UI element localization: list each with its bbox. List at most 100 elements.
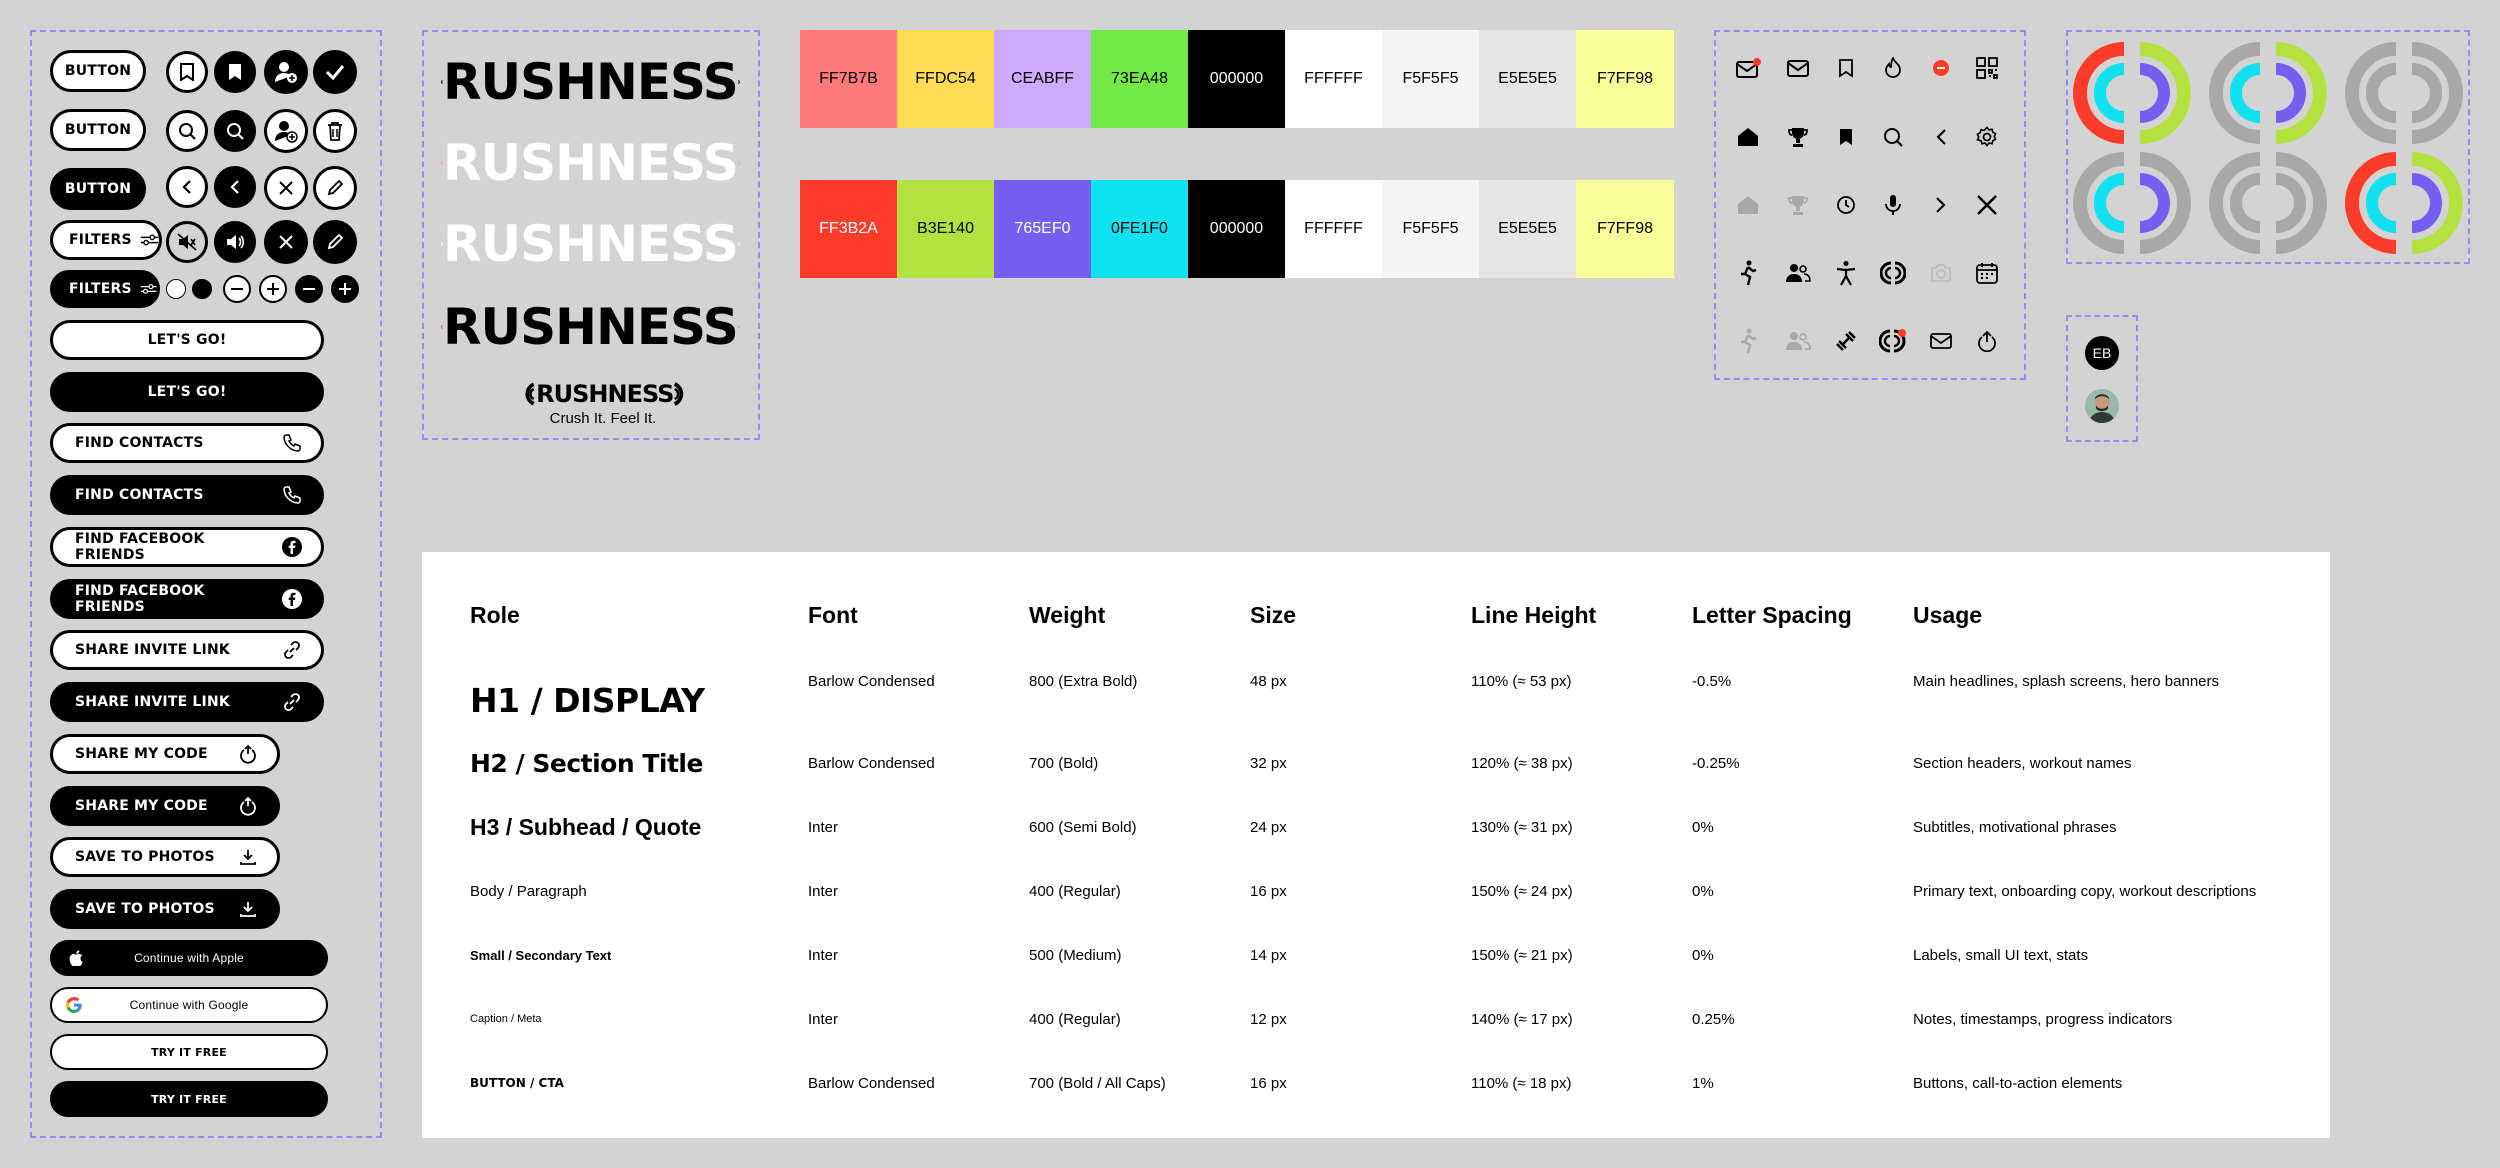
size-cell: 48 px (1250, 673, 1287, 690)
table-row: BUTTON / CTA Barlow Condensed 700 (Bold … (470, 1051, 2313, 1115)
check-button[interactable] (313, 50, 357, 94)
delete-button[interactable] (313, 109, 357, 153)
back-button[interactable] (166, 166, 208, 208)
share-code-button[interactable]: SHARE MY CODE (50, 734, 280, 774)
phone-icon (283, 486, 301, 504)
bookmark-filled-button[interactable] (214, 51, 256, 93)
qr-code-icon (1970, 51, 2004, 85)
search-icon (227, 123, 244, 140)
col-weight: Weight (1029, 601, 1106, 628)
swatch-f7ff98: F7FF98 (1576, 30, 1674, 128)
save-photos-button[interactable]: SAVE TO PHOTOS (50, 837, 280, 877)
swatch-ceabff: CEABFF (994, 30, 1091, 128)
try-free-button-dark[interactable]: TRY IT FREE (50, 1081, 328, 1117)
filters-button-dark[interactable]: FILTERS (50, 270, 160, 308)
plus-button[interactable] (259, 275, 287, 303)
add-user-button[interactable] (264, 50, 308, 94)
add-user-button-outline[interactable] (264, 109, 308, 153)
plus-button-dark[interactable] (331, 275, 359, 303)
radio-unselected[interactable] (166, 279, 186, 299)
search-button[interactable] (166, 110, 208, 152)
share-invite-button-dark[interactable]: SHARE INVITE LINK (50, 682, 324, 722)
mail-icon (1781, 51, 1815, 85)
clock-icon (1829, 188, 1863, 222)
facebook-icon (282, 537, 302, 557)
usage-cell: Buttons, call-to-action elements (1913, 1074, 2123, 1092)
search-button-dark[interactable] (214, 110, 256, 152)
usage-cell: Primary text, onboarding copy, workout d… (1913, 882, 2257, 900)
minus-button[interactable] (223, 275, 251, 303)
button-black[interactable]: BUTTON (50, 168, 146, 210)
logo-black: RUSHNESS (440, 50, 740, 114)
download-icon (240, 850, 256, 865)
col-font: Font (808, 601, 858, 628)
edit-button-dark[interactable] (313, 220, 357, 264)
users-disabled-icon (1781, 324, 1815, 358)
line-height-cell: 130% (≈ 31 px) (1471, 818, 1573, 836)
role-sample: H3 / Subhead / Quote (470, 813, 702, 840)
find-facebook-button-dark[interactable]: FIND FACEBOOK FRIENDS (50, 579, 324, 619)
phone-icon (283, 434, 301, 452)
back-button-dark[interactable] (214, 166, 256, 208)
continue-apple-button[interactable]: Continue with Apple (50, 940, 328, 976)
calendar-icon (1970, 256, 2004, 290)
swatch-000000: 000000 (1188, 30, 1285, 128)
check-icon (325, 65, 345, 80)
logo-d-mark-icon (737, 241, 740, 247)
try-free-button[interactable]: TRY IT FREE (50, 1034, 328, 1070)
save-photos-button-dark[interactable]: SAVE TO PHOTOS (50, 889, 280, 929)
close-icon (279, 235, 293, 249)
trophy-disabled-icon (1781, 188, 1815, 222)
close-button[interactable] (264, 166, 308, 210)
logo-white: RUSHNESS (440, 212, 740, 276)
speaker-icon (227, 235, 245, 249)
swatch-765ef0: 765EF0 (994, 180, 1091, 278)
find-facebook-button[interactable]: FIND FACEBOOK FRIENDS (50, 527, 324, 567)
col-line-height: Line Height (1471, 601, 1597, 628)
avatar-initials[interactable]: EB (2085, 336, 2119, 370)
logo-d-mark-icon (674, 382, 684, 406)
share-invite-button[interactable]: SHARE INVITE LINK (50, 630, 324, 670)
letter-spacing-cell: 0% (1692, 882, 1714, 900)
logo-tagline: Crush It. Feel It. (549, 410, 657, 427)
size-cell: 16 px (1250, 1074, 1287, 1092)
weight-cell: 600 (Semi Bold) (1029, 818, 1137, 836)
share-icon (240, 796, 256, 816)
avatar-photo[interactable] (2085, 389, 2119, 423)
line-height-cell: 110% (≈ 18 px) (1471, 1074, 1572, 1092)
filters-button[interactable]: FILTERS (50, 220, 162, 260)
sliders-icon (140, 284, 157, 294)
lets-go-button[interactable]: LET'S GO! (50, 320, 324, 360)
app-icon-grey-solid (2209, 152, 2327, 254)
edit-button[interactable] (313, 166, 357, 210)
role-sample: Caption / Meta (470, 1013, 542, 1025)
facebook-icon (282, 589, 302, 609)
mute-button[interactable] (166, 221, 208, 263)
radio-selected[interactable] (192, 279, 212, 299)
swatch-ffdc54: FFDC54 (897, 30, 994, 128)
envelope-icon (1924, 324, 1958, 358)
logo-c-mark-icon (441, 241, 443, 247)
google-icon (66, 997, 82, 1013)
weight-cell: 700 (Bold / All Caps) (1029, 1074, 1166, 1092)
button-white[interactable]: BUTTON (50, 50, 146, 92)
font-cell: Barlow Condensed (808, 754, 935, 772)
line-height-cell: 120% (≈ 38 px) (1471, 754, 1573, 772)
font-cell: Inter (808, 1010, 839, 1028)
bookmark-button[interactable] (166, 51, 208, 93)
usage-cell: Subtitles, motivational phrases (1913, 818, 2117, 836)
lets-go-button-dark[interactable]: LET'S GO! (50, 372, 324, 412)
font-cell: Barlow Condensed (808, 1074, 935, 1092)
continue-google-button[interactable]: Continue with Google (50, 987, 328, 1023)
button-white-bordered[interactable]: BUTTON (50, 109, 146, 151)
app-icon-grey (2345, 42, 2463, 144)
swatch-ff3b2a: FF3B2A (800, 180, 897, 278)
find-contacts-button[interactable]: FIND CONTACTS (50, 423, 324, 463)
share-code-button-dark[interactable]: SHARE MY CODE (50, 786, 280, 826)
close-button-dark[interactable] (264, 220, 308, 264)
minus-button-dark[interactable] (295, 275, 323, 303)
sound-button[interactable] (214, 221, 256, 263)
chevron-left-icon (230, 180, 239, 194)
crush-logo-badge-icon (1876, 324, 1910, 358)
find-contacts-button-dark[interactable]: FIND CONTACTS (50, 475, 324, 515)
